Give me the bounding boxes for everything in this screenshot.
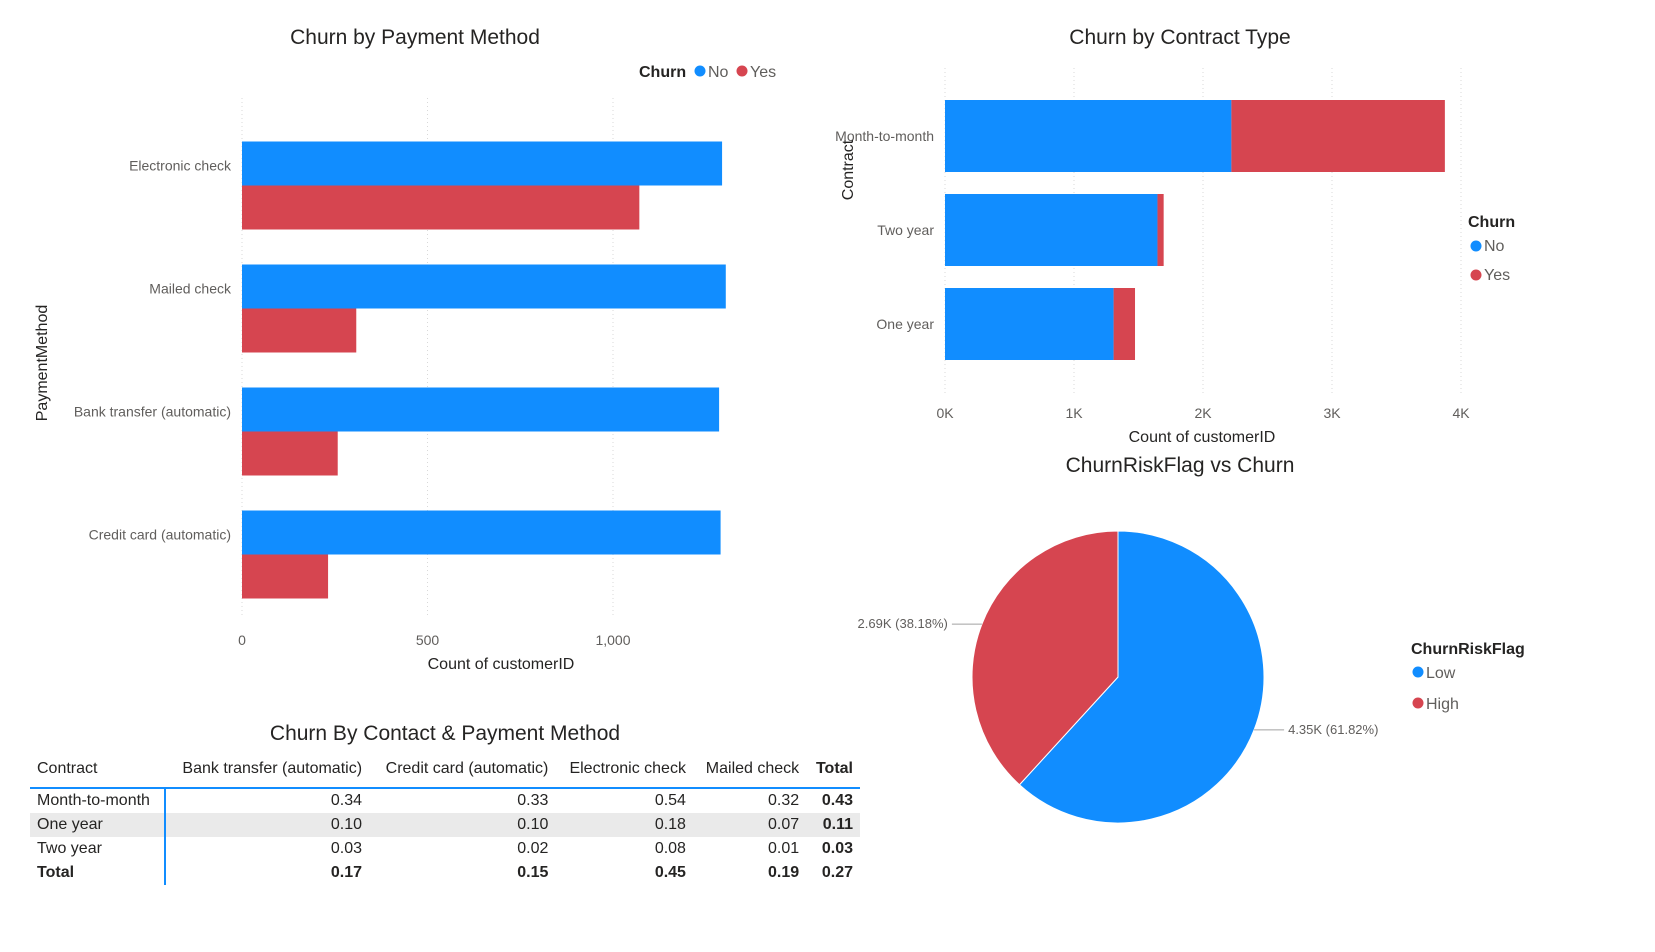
y-axis-title: PaymentMethod bbox=[34, 305, 51, 422]
matrix-header-contract[interactable]: Contract bbox=[37, 760, 98, 777]
matrix-row-label: Total bbox=[30, 861, 166, 885]
x-axis-title: Count of customerID bbox=[428, 656, 575, 673]
bar-no-two-year[interactable] bbox=[945, 194, 1158, 266]
matrix-cell: 0.34 bbox=[330, 792, 363, 809]
matrix-row-month-to-month[interactable]: Month-to-month 0.34 0.33 0.54 0.32 0.43 bbox=[30, 788, 860, 813]
pie-slice-low[interactable] bbox=[1018, 530, 1265, 824]
bar-no-one-year[interactable] bbox=[945, 288, 1114, 360]
matrix-cell: 0.19 bbox=[768, 864, 800, 881]
bar-no-month-to-month[interactable] bbox=[945, 100, 1232, 172]
matrix-cell: 0.01 bbox=[768, 840, 800, 857]
matrix-cell: 0.18 bbox=[555, 813, 693, 837]
legend-marker-no bbox=[694, 65, 706, 77]
matrix-cell: 0.10 bbox=[164, 813, 370, 837]
bar-yes-electronic-check[interactable] bbox=[242, 185, 640, 230]
category-label: Mailed check bbox=[149, 281, 232, 297]
matrix-row-label: One year bbox=[30, 813, 166, 837]
x-axis-title: Count of customerID bbox=[1129, 429, 1276, 446]
matrix-cell: 0.02 bbox=[517, 840, 549, 857]
bar-yes-bank-transfer-automatic[interactable] bbox=[242, 431, 338, 476]
legend-marker-yes bbox=[1470, 269, 1482, 281]
bar-yes-mailed-check[interactable] bbox=[242, 308, 357, 353]
bar-yes-month-to-month[interactable] bbox=[1231, 100, 1445, 172]
category-label: Electronic check bbox=[129, 158, 232, 174]
matrix-header-bank-transfer[interactable]: Bank transfer (automatic) bbox=[182, 760, 363, 777]
legend-label-yes: Yes bbox=[1484, 267, 1510, 284]
matrix-cell: 0.07 bbox=[692, 813, 807, 837]
category-label: Month-to-month bbox=[835, 128, 934, 144]
pie-chart-title: ChurnRiskFlag vs Churn bbox=[1065, 454, 1295, 477]
x-tick-label: 1,000 bbox=[595, 632, 630, 648]
pie-chart-visual: ChurnRiskFlag vs Churn 4.35K (61.82%) 2.6… bbox=[820, 450, 1640, 870]
churn-matrix: Churn By Contact & Payment Method Contra… bbox=[30, 722, 860, 885]
matrix-cell: 0.33 bbox=[517, 792, 549, 809]
contract-chart-visual: Churn by Contract Type 0K 1K 2K 3K 4K Month-t… bbox=[820, 18, 1640, 458]
matrix-header-mailed-check[interactable]: Mailed check bbox=[705, 760, 800, 777]
legend-marker-yes bbox=[736, 65, 748, 77]
pie-slice-high[interactable] bbox=[971, 530, 1119, 786]
contract-chart-svg: 0K 1K 2K 3K 4K Month-to-month Two year One year… bbox=[835, 68, 1515, 446]
bar-yes-one-year[interactable] bbox=[1113, 288, 1136, 360]
matrix-header-row: Contract Bank transfer (automatic) Credi… bbox=[30, 754, 860, 788]
x-tick-label: 0 bbox=[238, 632, 246, 648]
legend-marker-high bbox=[1412, 697, 1424, 709]
legend-marker-low bbox=[1412, 666, 1424, 678]
legend-label-high: High bbox=[1426, 696, 1459, 713]
matrix-row-two-year[interactable]: Two year 0.03 0.02 0.08 0.01 0.03 bbox=[30, 837, 860, 861]
legend-label-low: Low bbox=[1426, 665, 1456, 682]
bar-no-bank-transfer-automatic[interactable] bbox=[242, 387, 720, 432]
matrix-cell-total: 0.27 bbox=[821, 864, 853, 881]
x-tick-label: 4K bbox=[1452, 405, 1470, 421]
x-tick-label: 1K bbox=[1065, 405, 1083, 421]
matrix-header-credit-card[interactable]: Credit card (automatic) bbox=[385, 760, 549, 777]
matrix-row-one-year[interactable]: One year 0.10 0.10 0.18 0.07 0.11 bbox=[30, 813, 860, 837]
matrix-cell-total: 0.11 bbox=[806, 813, 860, 837]
payment-chart-visual: Churn by Payment Method 0 500 1,000 Electro… bbox=[20, 18, 810, 688]
legend-label-yes: Yes bbox=[750, 64, 776, 81]
x-tick-label: 2K bbox=[1194, 405, 1212, 421]
matrix-cell: 0.54 bbox=[654, 792, 686, 809]
matrix-cell: 0.08 bbox=[654, 840, 686, 857]
matrix-row-label: Month-to-month bbox=[30, 788, 166, 813]
y-axis-title: Contract bbox=[840, 139, 857, 200]
legend-title: ChurnRiskFlag bbox=[1411, 641, 1525, 658]
matrix-header-electronic-check[interactable]: Electronic check bbox=[569, 760, 686, 777]
bar-no-mailed-check[interactable] bbox=[242, 264, 726, 309]
category-label: One year bbox=[876, 316, 934, 332]
matrix-cell: 0.15 bbox=[517, 864, 549, 881]
matrix-cell: 0.17 bbox=[330, 864, 363, 881]
matrix-cell: 0.10 bbox=[369, 813, 556, 837]
legend-label-no: No bbox=[1484, 238, 1505, 255]
category-label: Bank transfer (automatic) bbox=[74, 404, 231, 420]
pie-data-label-low: 4.35K (61.82%) bbox=[1288, 722, 1378, 737]
pie-data-label-high: 2.69K (38.18%) bbox=[858, 616, 948, 631]
x-tick-label: 500 bbox=[416, 632, 440, 648]
legend-label-no: No bbox=[708, 64, 729, 81]
matrix-cell: 0.45 bbox=[654, 864, 686, 881]
legend-title: Churn bbox=[1468, 214, 1515, 231]
category-label: Credit card (automatic) bbox=[89, 527, 231, 543]
bar-yes-credit-card-automatic[interactable] bbox=[242, 554, 329, 599]
category-label: Two year bbox=[877, 222, 934, 238]
pie-chart-svg: 4.35K (61.82%) 2.69K (38.18%) ChurnRiskFla… bbox=[858, 530, 1525, 824]
contract-chart-title: Churn by Contract Type bbox=[1069, 26, 1291, 49]
payment-chart-svg: 0 500 1,000 Electronic check Mailed check Ban… bbox=[34, 64, 776, 673]
matrix-cell: 0.32 bbox=[768, 792, 800, 809]
matrix-header-total[interactable]: Total bbox=[815, 760, 853, 777]
legend-title: Churn bbox=[639, 64, 686, 81]
bar-no-electronic-check[interactable] bbox=[242, 141, 723, 186]
matrix-table: Contract Bank transfer (automatic) Credi… bbox=[30, 754, 860, 885]
legend-marker-no bbox=[1470, 240, 1482, 252]
x-tick-label: 3K bbox=[1323, 405, 1341, 421]
matrix-cell-total: 0.43 bbox=[821, 792, 853, 809]
bar-no-credit-card-automatic[interactable] bbox=[242, 510, 721, 555]
matrix-title: Churn By Contact & Payment Method bbox=[269, 722, 621, 745]
bar-yes-two-year[interactable] bbox=[1157, 194, 1164, 266]
matrix-cell: 0.03 bbox=[330, 840, 363, 857]
matrix-cell-total: 0.03 bbox=[821, 840, 853, 857]
x-tick-label: 0K bbox=[936, 405, 954, 421]
matrix-row-label: Two year bbox=[30, 837, 166, 861]
matrix-row-total[interactable]: Total 0.17 0.15 0.45 0.19 0.27 bbox=[30, 861, 860, 885]
payment-chart-title: Churn by Payment Method bbox=[290, 26, 540, 49]
